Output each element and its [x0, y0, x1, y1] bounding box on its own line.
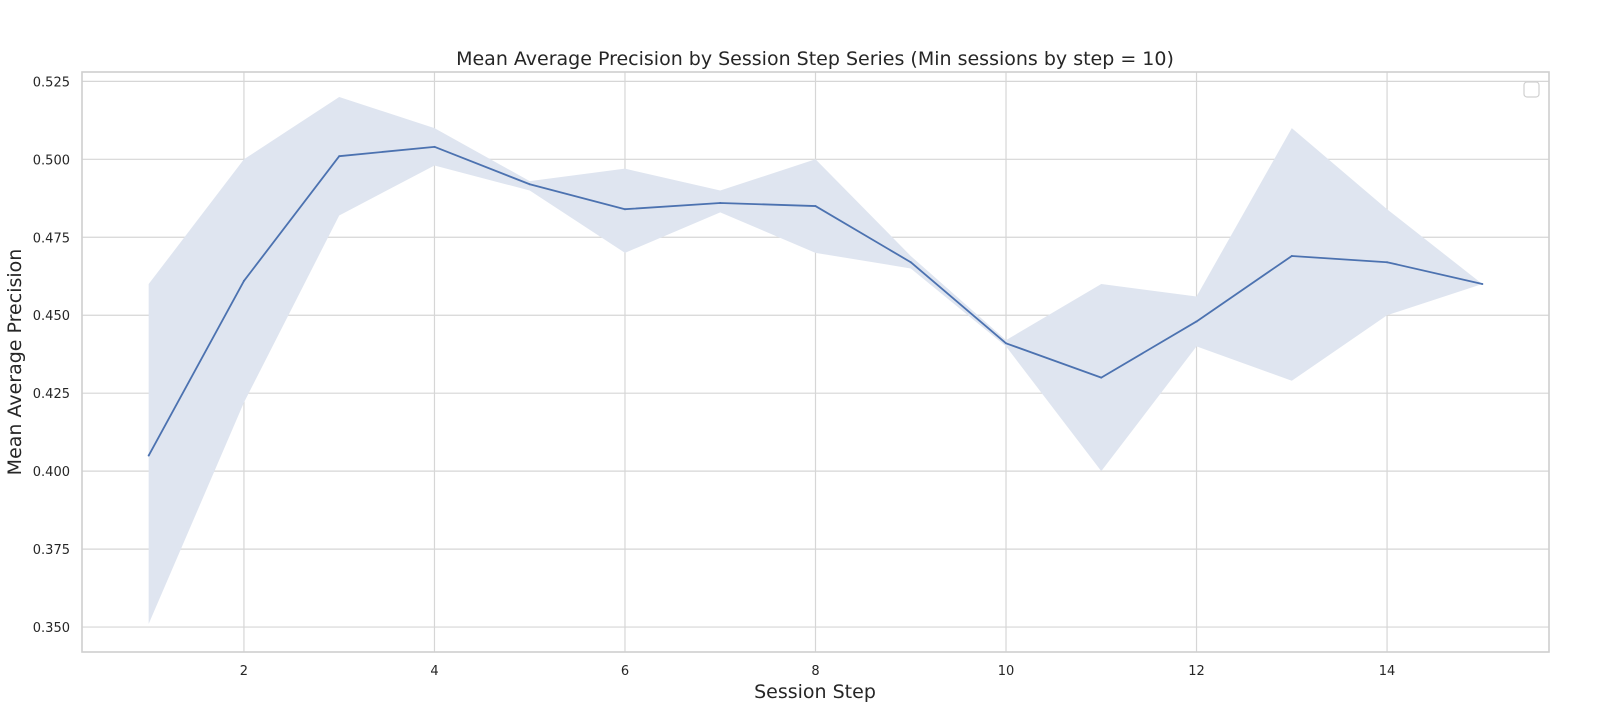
data-point	[909, 261, 912, 264]
data-point	[242, 279, 245, 282]
y-tick-label: 0.475	[33, 231, 70, 246]
x-axis-ticks: 2 4 6 8 10 12 14	[240, 664, 1396, 679]
x-tick-label: 6	[621, 664, 629, 679]
y-tick-label: 0.400	[33, 465, 70, 480]
legend-box	[1523, 81, 1540, 98]
x-tick-label: 4	[430, 664, 438, 679]
y-axis-ticks: 0.350 0.375 0.400 0.425 0.450 0.475 0.500 0.525	[33, 75, 70, 636]
x-tick-label: 8	[811, 664, 819, 679]
data-point	[1290, 254, 1293, 257]
y-tick-label: 0.375	[33, 543, 70, 558]
x-tick-label: 12	[1188, 664, 1205, 679]
y-tick-label: 0.425	[33, 387, 70, 402]
data-point	[1100, 376, 1103, 379]
data-point	[338, 155, 341, 158]
data-point	[623, 208, 626, 211]
data-point	[814, 205, 817, 208]
x-axis-label: Session Step	[754, 681, 876, 703]
confidence-band	[148, 96, 1483, 624]
data-point	[1195, 320, 1198, 323]
data-point	[1005, 342, 1008, 345]
data-point	[1386, 261, 1389, 264]
x-tick-label: 14	[1379, 664, 1396, 679]
y-tick-label: 0.500	[33, 153, 70, 168]
data-point	[719, 201, 722, 204]
confidence-band-layer	[148, 96, 1483, 624]
series-line-layer	[147, 145, 1484, 457]
y-tick-label: 0.525	[33, 75, 70, 90]
data-point	[528, 183, 531, 186]
data-point	[147, 454, 150, 457]
data-point	[433, 145, 436, 148]
data-point	[1481, 283, 1484, 286]
plot-frame	[81, 71, 1550, 653]
y-axis-label: Mean Average Precision	[4, 249, 26, 476]
y-tick-label: 0.450	[33, 309, 70, 324]
chart-title: Mean Average Precision by Session Step S…	[456, 48, 1174, 70]
x-tick-label: 10	[998, 664, 1015, 679]
y-tick-label: 0.350	[33, 621, 70, 636]
x-tick-label: 2	[240, 664, 248, 679]
